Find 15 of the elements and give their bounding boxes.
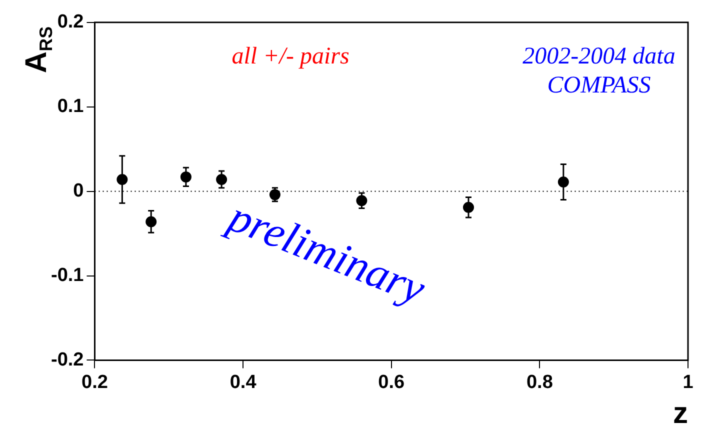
- y-tick-label: -0.1: [50, 264, 84, 286]
- x-tick-label: 0.6: [378, 372, 405, 393]
- x-tick-label: 0.2: [82, 372, 108, 393]
- x-tick-label: 1: [682, 372, 694, 393]
- y-tick-label: -0.2: [50, 349, 84, 370]
- annotation: all +/- pairs: [232, 44, 350, 70]
- y-tick-label: 0: [73, 180, 84, 202]
- y-tick-label: 0.2: [57, 12, 84, 33]
- annotation: COMPASS: [547, 72, 651, 99]
- x-tick-label: 0.4: [230, 372, 257, 393]
- y-axis-title: ARS: [20, 26, 56, 74]
- annotation: 2002-2004 data: [522, 44, 676, 70]
- y-tick-label: 0.1: [57, 96, 84, 118]
- x-axis-title: z: [673, 397, 688, 430]
- x-tick-label: 0.8: [526, 372, 553, 393]
